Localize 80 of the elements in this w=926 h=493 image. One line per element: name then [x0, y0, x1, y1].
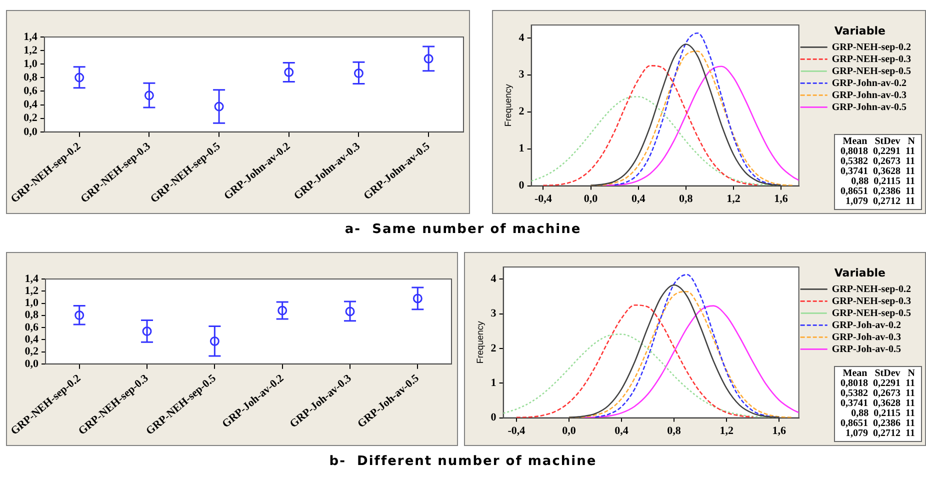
- text: 0,88 0,2115 11: [851, 176, 915, 187]
- text: 0,8018 0,2291 11: [840, 378, 915, 389]
- text: 1,079 0,2712 11: [846, 196, 915, 207]
- x-tick-label: 1,2: [726, 193, 741, 206]
- y-tick-label: 3: [518, 68, 525, 81]
- x-tick-label: 0,8: [667, 425, 682, 438]
- legend-label: GRP-John-av-0.3: [832, 90, 907, 101]
- legend-label: GRP-NEH-sep-0.3: [832, 296, 912, 307]
- y-tick-label: 1: [490, 376, 496, 389]
- y-tick-label: 1,4: [24, 30, 38, 43]
- x-tick-label: 0,0: [584, 193, 598, 206]
- text: 0,3741 0,3628 11: [840, 166, 915, 177]
- y-tick-label: 0,2: [24, 112, 38, 124]
- legend-label: GRP-NEH-sep-0.3: [832, 54, 912, 65]
- y-tick-label: 0,4: [24, 334, 40, 346]
- y-axis-title: Frequency: [474, 320, 485, 364]
- point: [424, 54, 434, 64]
- legend-label: GRP-Joh-av-0.5: [832, 344, 902, 355]
- point: [74, 72, 84, 82]
- text: 0,88 0,2115 11: [851, 408, 915, 419]
- y-tick-label: 1,0: [24, 58, 38, 70]
- y-tick-label: 0,0: [24, 358, 40, 370]
- x-tick-label: 0,4: [631, 193, 646, 206]
- legend-title: Variable: [834, 24, 886, 38]
- y-tick-label: 0,8: [24, 309, 40, 322]
- y-axis-title: Frequency: [502, 84, 513, 127]
- line-series: [542, 65, 758, 186]
- point: [354, 68, 364, 78]
- y-tick-label: 1,0: [24, 297, 40, 310]
- y-tick-label: 2: [518, 106, 525, 118]
- x-tick-label: 1,6: [772, 425, 787, 438]
- text: 1,079 0,2712 11: [846, 428, 915, 439]
- x-tick-label: 0,8: [679, 193, 694, 206]
- legend-label: GRP-Joh-av-0.3: [832, 332, 902, 343]
- line-series: [602, 66, 799, 186]
- y-tick-label: 0,4: [24, 98, 38, 111]
- x-tick-label: -0,4: [508, 425, 526, 438]
- y-tick-label: 1,2: [24, 44, 38, 56]
- legend-title: Variable: [834, 266, 886, 280]
- y-tick-label: 0,2: [24, 346, 40, 358]
- text: b- Different number of machine: [328, 454, 598, 469]
- text: 0,8651 0,2386 11: [840, 418, 915, 429]
- x-tick-label: 0,4: [614, 425, 629, 438]
- text: 0,5382 0,2673 11: [840, 388, 915, 399]
- legend-label: GRP-NEH-sep-0.2: [832, 284, 912, 295]
- legend-label: GRP-NEH-sep-0.2: [832, 42, 912, 53]
- y-tick-label: 0,8: [24, 72, 38, 84]
- legend-label: GRP-NEH-sep-0.5: [832, 308, 912, 319]
- legend-label: GRP-John-av-0.2: [832, 78, 907, 89]
- x-tick-label: 1,6: [774, 193, 788, 206]
- legend-label: GRP-John-av-0.5: [832, 102, 907, 113]
- x-tick-label: -0,4: [534, 193, 552, 206]
- text: Mean StDev N: [842, 368, 915, 379]
- text: a- Same number of machine: [344, 222, 582, 237]
- y-tick-label: 4: [518, 32, 525, 44]
- line-series: [516, 304, 754, 418]
- text: 0,5382 0,2673 11: [840, 156, 915, 167]
- legend-label: GRP-Joh-av-0.2: [832, 320, 902, 331]
- text: Mean StDev N: [842, 136, 915, 147]
- text: 0,3741 0,3628 11: [840, 398, 915, 409]
- y-tick-label: 0,0: [24, 126, 38, 138]
- x-tick-label: 0,0: [562, 425, 576, 438]
- y-tick-label: 0,6: [24, 85, 38, 98]
- y-tick-label: 4: [490, 272, 497, 285]
- text: 0,8651 0,2386 11: [840, 186, 915, 197]
- point: [144, 90, 154, 100]
- y-tick-label: 0,6: [24, 321, 40, 334]
- y-tick-label: 0: [518, 180, 525, 192]
- y-tick-label: 2: [490, 342, 497, 354]
- legend-label: GRP-NEH-sep-0.5: [832, 66, 912, 77]
- y-tick-label: 3: [490, 308, 497, 320]
- line-series: [594, 274, 780, 418]
- point: [214, 102, 224, 112]
- y-tick-label: 1,4: [24, 272, 40, 285]
- y-tick-label: 1: [518, 142, 524, 155]
- x-tick-label: 1,2: [720, 425, 734, 438]
- y-tick-label: 1,2: [24, 284, 40, 297]
- text: 0,8018 0,2291 11: [840, 146, 915, 157]
- line-series: [614, 32, 782, 186]
- y-tick-label: 0: [490, 412, 497, 424]
